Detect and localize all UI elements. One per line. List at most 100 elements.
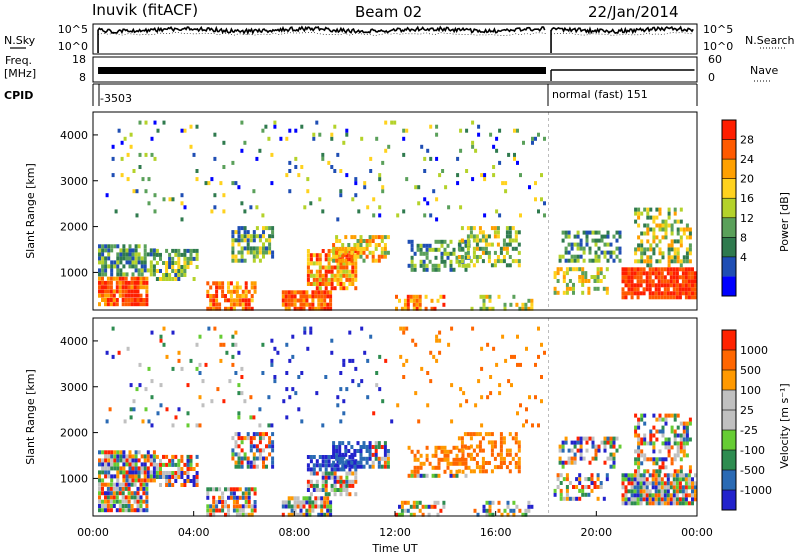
power-data-cell: [419, 263, 423, 268]
velocity-data-cell: [168, 462, 172, 467]
power-data-cell: [265, 226, 268, 231]
power-data-cell: [359, 250, 363, 255]
power-data-cell: [101, 285, 104, 290]
power-data-cell: [640, 251, 644, 256]
power-data-cell: [572, 286, 575, 291]
velocity-data-cell: [675, 477, 679, 482]
power-data-cell: [271, 234, 275, 239]
power-data-cell: [353, 246, 357, 251]
power-data-cell: [377, 235, 381, 240]
velocity-data-cell: [637, 457, 641, 462]
power-data-cell: [621, 275, 625, 280]
velocity-data-cell: [664, 441, 668, 446]
power-data-cell: [139, 285, 143, 290]
velocity-data-cell: [338, 441, 342, 446]
power-data-cell: [511, 259, 515, 264]
power-data-cell: [104, 268, 108, 273]
velocity-data-cell: [669, 497, 673, 502]
power-data-cell: [672, 271, 676, 276]
velocity-data-cell: [246, 432, 250, 437]
power-data-cell: [324, 269, 328, 274]
velocity-data-cell: [516, 362, 519, 367]
power-data-cell: [637, 223, 641, 228]
velocity-data-cell: [561, 448, 565, 453]
velocity-data-cell: [137, 474, 141, 479]
power-data-cell: [425, 251, 429, 256]
velocity-data-cell: [110, 466, 114, 471]
power-data-cell: [281, 302, 285, 307]
power-data-cell: [244, 294, 248, 298]
power-data-cell: [305, 294, 309, 299]
power-data-cell: [268, 242, 272, 247]
velocity-data-cell: [234, 342, 238, 347]
power-data-cell: [335, 235, 339, 240]
velocity-data-cell: [467, 445, 471, 450]
velocity-data-cell: [162, 342, 166, 347]
velocity-data-cell: [342, 399, 346, 404]
velocity-data-cell: [490, 444, 494, 449]
velocity-data-cell: [330, 455, 334, 459]
velocity-data-cell: [383, 460, 387, 465]
velocity-data-cell: [241, 508, 245, 513]
velocity-data-cell: [198, 423, 202, 428]
power-data-cell: [596, 267, 600, 272]
velocity-data-cell: [676, 445, 680, 450]
power-data-cell: [342, 282, 346, 286]
velocity-data-cell: [240, 366, 244, 371]
velocity-data-cell: [231, 354, 235, 359]
power-data-cell: [235, 281, 239, 286]
power-data-cell: [488, 298, 492, 303]
velocity-data-cell: [152, 466, 156, 471]
power-data-cell: [624, 275, 628, 280]
power-data-cell: [128, 252, 132, 257]
velocity-data-cell: [143, 454, 147, 459]
velocity-data-cell: [609, 456, 613, 461]
velocity-data-cell: [231, 362, 235, 367]
velocity-data-cell: [252, 436, 256, 441]
power-data-cell: [300, 124, 304, 129]
velocity-data-cell: [142, 499, 146, 504]
velocity-data-cell: [122, 474, 126, 479]
velocity-data-cell: [112, 499, 116, 504]
power-data-cell: [460, 246, 464, 251]
velocity-data-cell: [558, 456, 562, 461]
power-data-cell: [415, 306, 419, 311]
power-data-cell: [227, 285, 230, 290]
power-data-cell: [429, 124, 433, 129]
power-data-cell: [246, 242, 250, 247]
power-data-cell: [446, 251, 450, 256]
power-data-cell: [657, 295, 661, 300]
velocity-data-cell: [140, 462, 144, 467]
power-data-cell: [694, 295, 697, 300]
power-data-cell: [271, 254, 275, 259]
noise-sky-trace: [550, 25, 694, 35]
velocity-data-cell: [691, 497, 694, 502]
velocity-data-cell: [250, 504, 254, 509]
velocity-data-cell: [113, 474, 117, 479]
power-data-cell: [493, 263, 497, 268]
velocity-data-cell: [655, 429, 659, 434]
power-data-cell: [183, 128, 187, 133]
power-data-cell: [116, 272, 120, 277]
velocity-data-cell: [311, 504, 315, 509]
velocity-data-cell: [309, 326, 313, 331]
velocity-data-cell: [131, 458, 135, 463]
velocity-data-cell: [492, 346, 496, 351]
velocity-data-cell: [643, 441, 647, 446]
velocity-data-cell: [630, 485, 634, 490]
velocity-data-cell: [309, 471, 313, 476]
velocity-data-cell: [534, 362, 537, 367]
power-data-cell: [534, 197, 537, 202]
power-data-cell: [624, 295, 628, 300]
power-data-cell: [351, 265, 355, 270]
power-data-cell: [475, 259, 479, 264]
power-data-cell: [356, 243, 360, 247]
velocity-data-cell: [324, 479, 328, 484]
power-data-cell: [165, 261, 169, 265]
velocity-data-cell: [232, 504, 236, 509]
power-data-cell: [339, 189, 343, 194]
velocity-data-cell: [221, 495, 225, 500]
power-data-cell: [213, 193, 217, 198]
velocity-data-cell: [235, 504, 239, 509]
noise-panel: 10^5 10^0 10^5 10^0: [58, 23, 733, 55]
